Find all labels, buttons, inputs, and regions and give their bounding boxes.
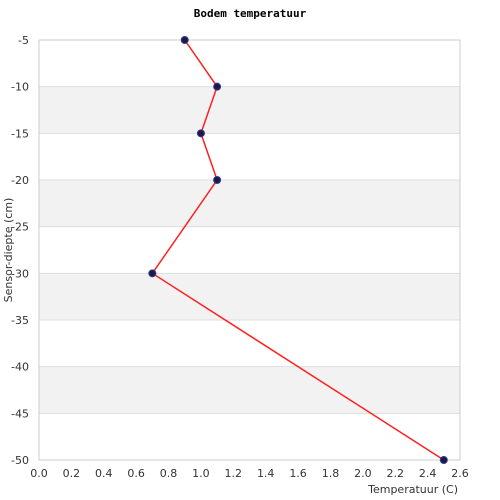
x-tick-label: 2.0 xyxy=(354,467,372,480)
data-point xyxy=(439,456,448,464)
x-tick-label: 2.4 xyxy=(419,467,437,480)
y-tick-label: -35 xyxy=(11,314,29,327)
series-layer xyxy=(148,36,448,464)
x-tick-label: 0.4 xyxy=(95,467,113,480)
background-band xyxy=(39,86,460,134)
background-band xyxy=(39,273,460,320)
x-tick-label: 2.2 xyxy=(386,467,404,480)
data-point xyxy=(148,269,157,278)
y-tick-label: -50 xyxy=(11,454,29,467)
x-tick-label: 1.4 xyxy=(257,467,275,480)
background-bands xyxy=(39,86,460,414)
x-tick-label: 1.2 xyxy=(225,467,243,480)
x-tick-label: 1.6 xyxy=(289,467,307,480)
x-tick-label: 0.0 xyxy=(30,467,48,480)
x-tick-label: 1.0 xyxy=(192,467,210,480)
background-band xyxy=(39,180,460,227)
x-axis-label: Temperatuur (C) xyxy=(367,483,458,496)
y-tick-label: -15 xyxy=(11,127,29,140)
data-point xyxy=(213,82,222,91)
background-band xyxy=(39,366,460,414)
y-tick-label: -45 xyxy=(11,407,29,420)
y-tick-label: -10 xyxy=(11,81,29,94)
chart-title: Bodem temperatuur xyxy=(194,7,307,20)
y-tick-label: -25 xyxy=(11,221,29,234)
y-tick-label: -20 xyxy=(11,174,29,187)
x-tick-label: 0.6 xyxy=(127,467,145,480)
x-tick-label: 2.6 xyxy=(451,467,469,480)
x-tick-labels: 0.0 0.2 0.4 0.6 0.8 1.0 1.2 1.4 1.6 1.8 2.0 2.2 2.4 2… xyxy=(30,467,469,480)
x-tick-label: 0.8 xyxy=(160,467,178,480)
plot-frame xyxy=(38,39,461,461)
y-tick-label: -40 xyxy=(11,361,29,374)
data-point xyxy=(180,36,189,44)
y-tick-label: -5 xyxy=(18,34,29,47)
y-tick-label: -30 xyxy=(11,267,29,280)
data-point xyxy=(213,176,222,184)
series-line xyxy=(151,39,445,461)
x-tick-label: 0.2 xyxy=(63,467,81,480)
x-tick-label: 1.8 xyxy=(322,467,340,480)
data-point xyxy=(196,129,205,138)
y-axis-label: Sensor-diepte (cm) xyxy=(2,198,15,303)
y-tick-labels: -5 -10 -15 -20 -25 -30 -35 -40 -45 -50 xyxy=(11,34,29,467)
